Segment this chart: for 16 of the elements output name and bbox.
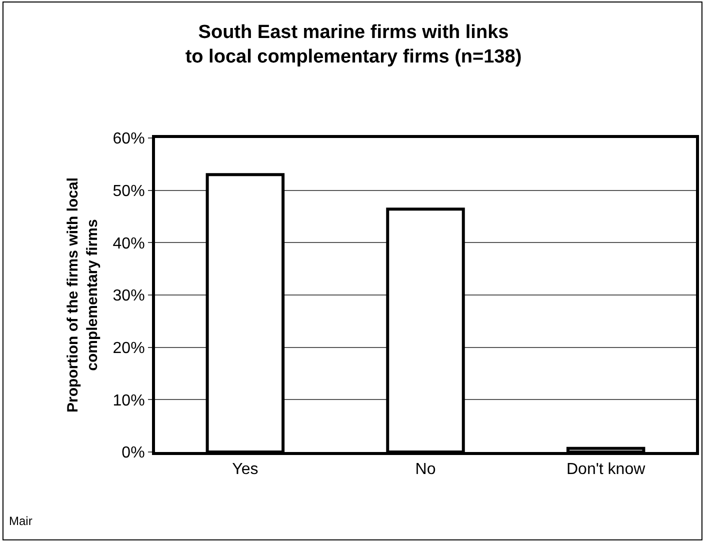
y-tick-label: 0% (122, 444, 145, 462)
bar (386, 208, 465, 452)
y-tick-label: 60% (112, 130, 145, 148)
y-tick-label: 50% (112, 182, 145, 200)
bar (206, 173, 285, 452)
bar (566, 446, 646, 452)
y-axis-title: Proportion of the firms with local complementary firms (64, 177, 102, 413)
y-tick-label: 20% (112, 340, 145, 357)
y-tick-label: 30% (112, 288, 145, 305)
x-tick-label: Don't know (566, 461, 646, 478)
chart-title: South East marine firms with links to local complementary firms (n=138) (185, 22, 522, 68)
y-tick-label: 40% (112, 235, 145, 252)
x-tick-label: Yes (232, 461, 258, 478)
text: Mair (9, 514, 32, 528)
y-tick-label: 10% (112, 392, 145, 410)
x-tick-label: No (415, 461, 436, 478)
